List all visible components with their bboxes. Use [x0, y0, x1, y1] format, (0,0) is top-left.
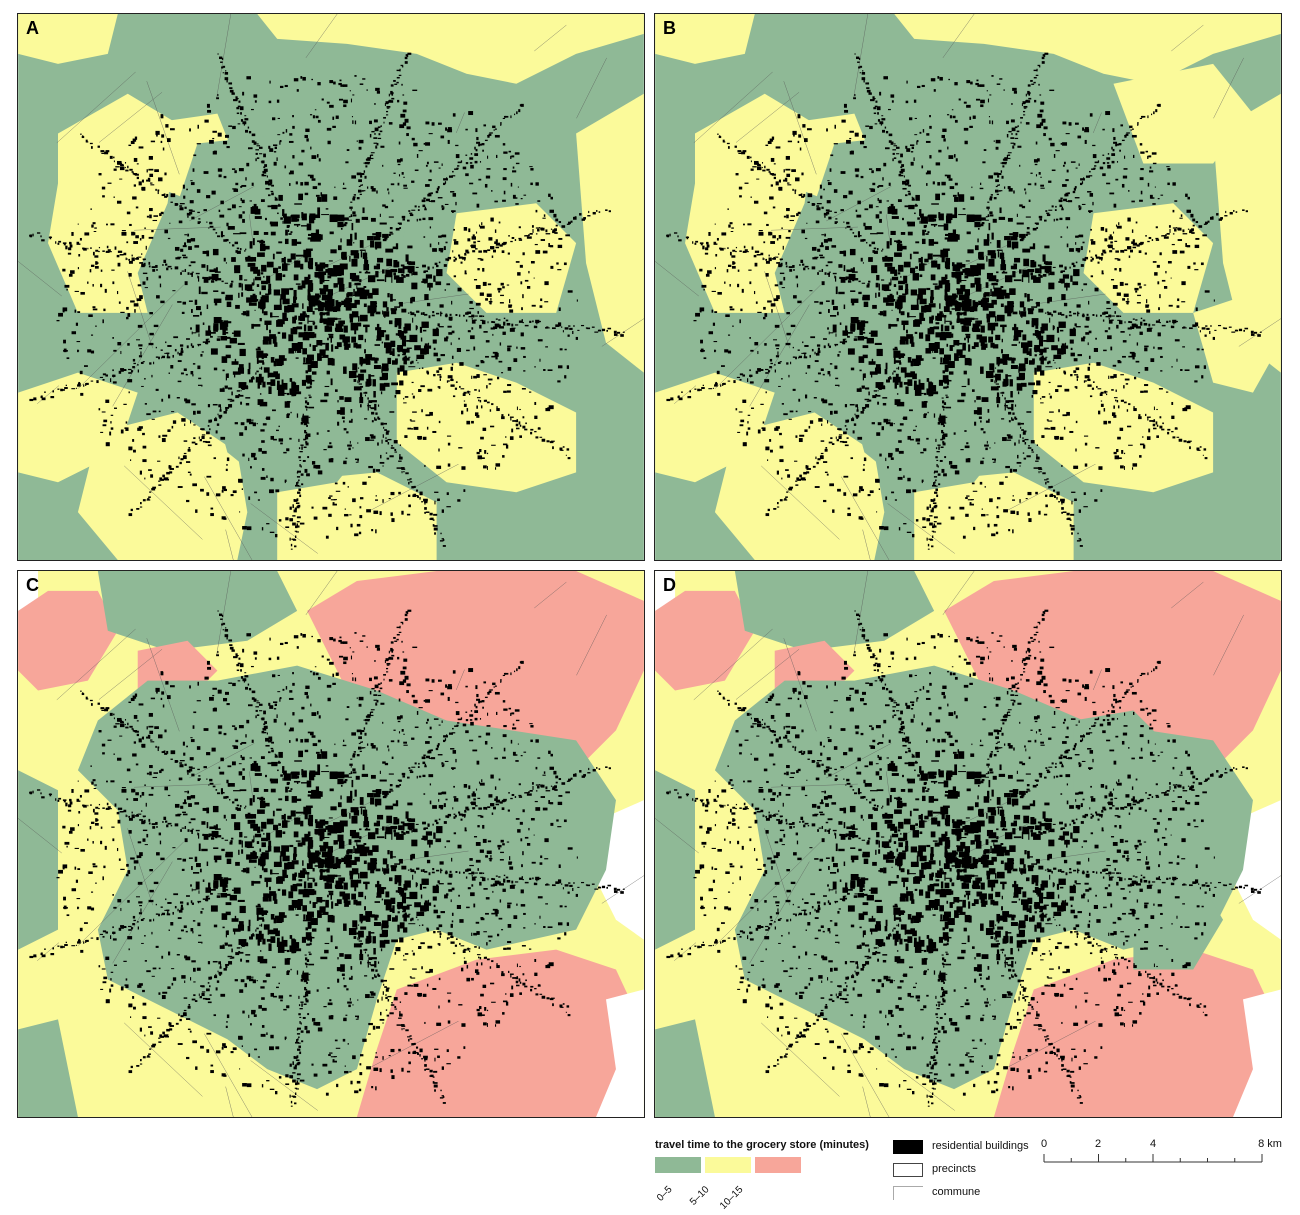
map-panel-d: D [654, 570, 1282, 1118]
panel-label-c: C [26, 575, 39, 595]
legend-symbol-residential-buildings [893, 1140, 923, 1154]
legend-swatch-5-10 [705, 1157, 751, 1173]
map-b-svg [655, 14, 1281, 560]
panel-label-a: A [26, 18, 39, 38]
scale-label-2: 2 [1094, 1138, 1102, 1150]
legend-symbol-precincts [893, 1163, 923, 1177]
scale-label-4: 4 [1149, 1138, 1157, 1150]
panel-label-d: D [663, 575, 676, 595]
scale-label-8km: 8 km [1258, 1138, 1282, 1150]
map-panel-a: A [17, 13, 645, 561]
legend-label-residential-buildings: residential buildings [932, 1140, 1029, 1152]
legend-label-precincts: precincts [932, 1163, 977, 1175]
panel-label-b: B [663, 18, 676, 38]
legend-class-label-5-10: 5–10 [688, 1184, 712, 1208]
map-d-svg [655, 571, 1281, 1117]
scale-bar [1043, 1154, 1263, 1163]
legend-swatch-0-5 [655, 1157, 701, 1173]
legend-swatch-10-15 [755, 1157, 801, 1173]
legend-class-label-0-5: 0–5 [655, 1184, 675, 1204]
legend-class-label-10-15: 10–15 [718, 1184, 746, 1212]
legend-title: travel time to the grocery store (minute… [655, 1139, 869, 1151]
map-panel-c: C [17, 570, 645, 1118]
legend-label-commune: commune [932, 1186, 981, 1198]
legend-symbol-commune [893, 1186, 923, 1200]
map-panel-b: B [654, 13, 1282, 561]
map-a-svg [18, 14, 644, 560]
scale-label-0: 0 [1040, 1138, 1048, 1150]
map-c-svg [18, 571, 644, 1117]
